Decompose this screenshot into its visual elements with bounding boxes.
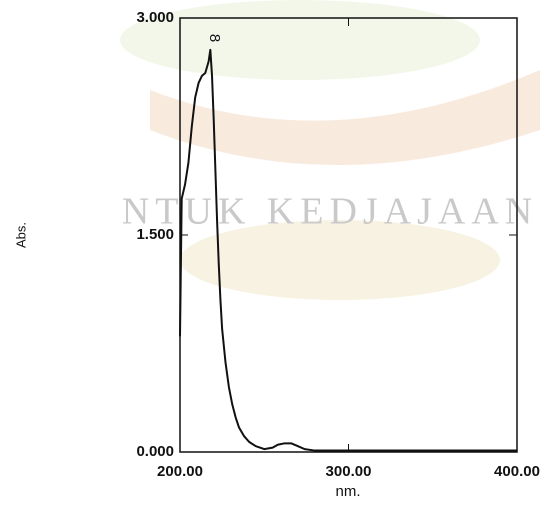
watermark-shape <box>120 0 480 80</box>
x-axis-label: nm. <box>335 483 360 500</box>
spectrum-line <box>179 48 517 452</box>
peak-annotation: 8 <box>206 34 223 42</box>
y-tick-label: 0.000 <box>136 443 174 460</box>
watermark-text: NTUK KEDJAJAAN <box>122 191 538 233</box>
watermark-shape <box>180 220 500 300</box>
y-tick-label: 3.000 <box>136 9 174 26</box>
y-tick-label: 1.500 <box>136 226 174 243</box>
watermark-decoration <box>120 0 540 300</box>
watermark-band <box>150 70 540 165</box>
x-tick-label: 300.00 <box>326 463 372 480</box>
x-tick-label: 200.00 <box>157 463 203 480</box>
y-axis-label: Abs. <box>13 222 28 248</box>
x-tick-label: 400.00 <box>494 463 540 480</box>
